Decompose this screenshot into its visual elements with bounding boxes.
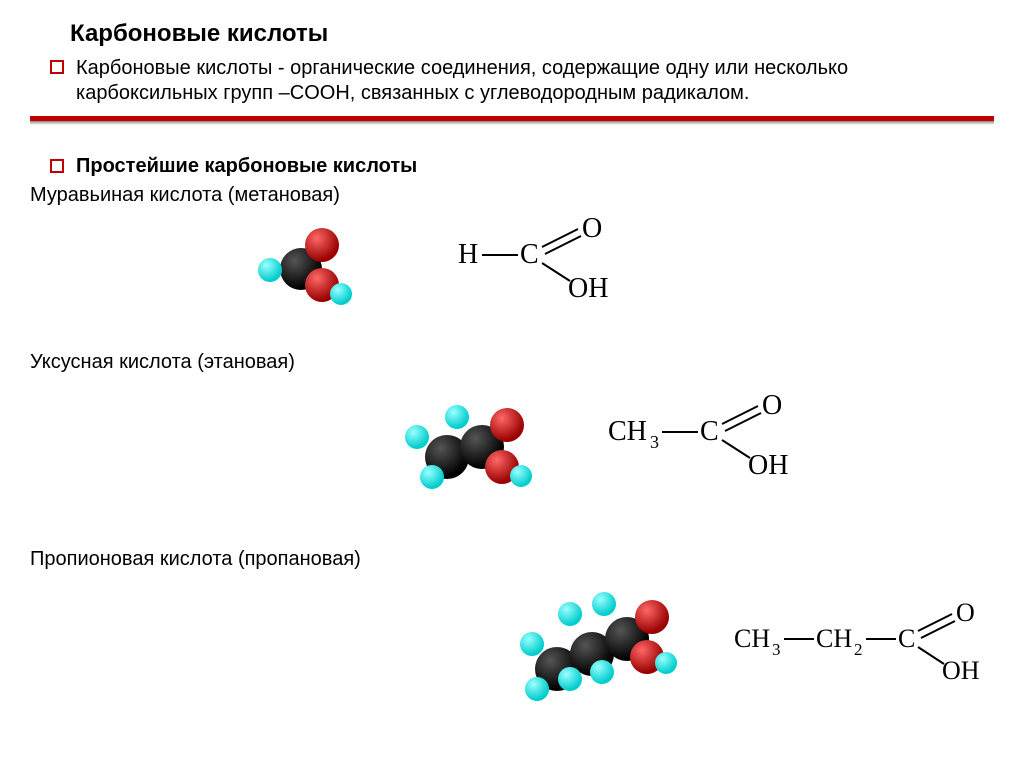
svg-text:C: C	[898, 624, 915, 653]
atom-o	[490, 408, 524, 442]
svg-text:O: O	[582, 213, 602, 244]
acid-row-acetic: CH 3 C O OH	[30, 380, 994, 530]
svg-text:3: 3	[772, 640, 781, 659]
acid-row-formic: H C O OH	[30, 213, 994, 333]
svg-text:O: O	[956, 598, 975, 627]
acid-name-acetic: Уксусная кислота (этановая)	[30, 351, 994, 374]
atom-h	[420, 465, 444, 489]
svg-text:O: O	[762, 390, 782, 421]
atom-h	[525, 677, 549, 701]
atom-o	[635, 600, 669, 634]
atom-h	[445, 405, 469, 429]
svg-text:H: H	[458, 239, 478, 270]
bullet-icon	[50, 159, 64, 173]
formula-formic: H C O OH	[450, 213, 620, 303]
svg-text:CH: CH	[734, 624, 770, 653]
svg-text:CH: CH	[816, 624, 852, 653]
atom-h	[510, 465, 532, 487]
svg-text:CH: CH	[608, 416, 647, 447]
atom-h	[258, 258, 282, 282]
definition-block: Карбоновые кислоты - органические соедин…	[50, 56, 994, 106]
svg-text:2: 2	[854, 640, 863, 659]
acid-name-formic: Муравьиная кислота (метановая)	[30, 184, 994, 207]
svg-text:C: C	[520, 239, 539, 270]
atom-h	[558, 667, 582, 691]
atom-h	[330, 283, 352, 305]
atom-h	[655, 652, 677, 674]
subtitle-text: Простейшие карбоновые кислоты	[76, 155, 417, 178]
acid-name-propionic: Пропионовая кислота (пропановая)	[30, 548, 994, 571]
acid-row-propionic: CH 3 CH 2 C O OH	[30, 577, 994, 717]
svg-text:OH: OH	[942, 656, 980, 685]
svg-text:C: C	[700, 416, 719, 447]
atom-h	[592, 592, 616, 616]
atom-h	[405, 425, 429, 449]
svg-text:3: 3	[650, 432, 659, 452]
atom-h	[558, 602, 582, 626]
definition-text: Карбоновые кислоты - органические соедин…	[76, 56, 994, 106]
atom-h	[520, 632, 544, 656]
bullet-icon	[50, 60, 64, 74]
atom-h	[590, 660, 614, 684]
svg-text:OH: OH	[568, 273, 608, 303]
svg-text:OH: OH	[748, 450, 788, 480]
subtitle-block: Простейшие карбоновые кислоты	[50, 155, 994, 178]
atom-o	[305, 228, 339, 262]
divider	[30, 116, 994, 125]
formula-acetic: CH 3 C O OH	[600, 390, 810, 480]
page-title: Карбоновые кислоты	[70, 20, 994, 48]
formula-propionic: CH 3 CH 2 C O OH	[730, 597, 1020, 687]
